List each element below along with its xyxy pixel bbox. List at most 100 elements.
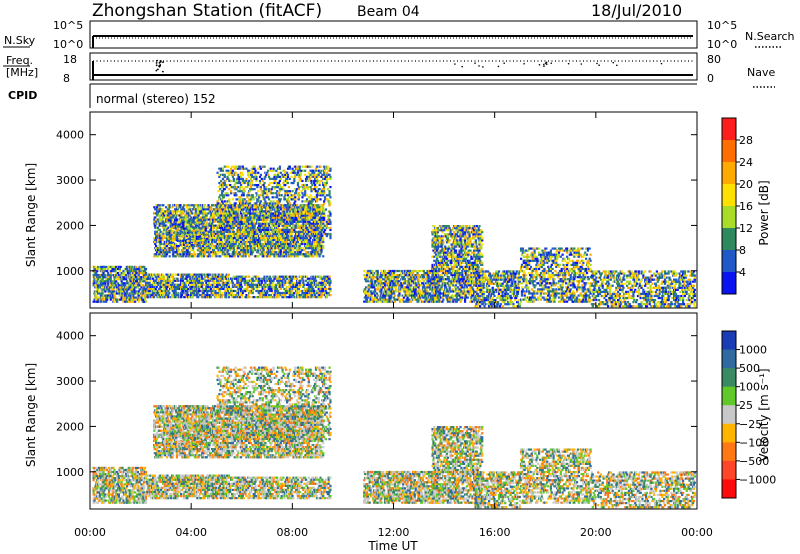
power-cell xyxy=(185,286,187,288)
power-cell xyxy=(167,282,169,284)
power-cell xyxy=(162,204,164,206)
power-cell xyxy=(102,296,104,298)
power-cell xyxy=(210,288,212,290)
power-cell xyxy=(195,276,197,278)
power-cell xyxy=(276,288,278,290)
power-cell xyxy=(110,276,112,278)
power-cell xyxy=(272,286,274,288)
beam-label: Beam 04 xyxy=(357,4,420,20)
power-cell xyxy=(182,292,184,294)
power-cell xyxy=(222,276,224,278)
power-cell xyxy=(263,278,265,280)
power-cell xyxy=(147,286,149,288)
power-cell xyxy=(185,282,187,284)
power-cell xyxy=(104,282,106,284)
nave-point xyxy=(568,63,570,65)
power-cell xyxy=(266,292,268,294)
power-cell xyxy=(209,210,211,212)
power-cell xyxy=(126,290,128,292)
power-cell xyxy=(212,212,214,214)
power-cell xyxy=(316,290,318,292)
power-cell xyxy=(166,292,168,294)
power-cell xyxy=(208,237,210,239)
power-cell xyxy=(186,290,188,292)
power-cell xyxy=(137,286,139,288)
power-cell xyxy=(289,288,291,290)
power-cell xyxy=(252,282,254,284)
power-cell xyxy=(222,280,224,282)
power-cell xyxy=(231,280,233,282)
power-cell xyxy=(159,216,161,218)
power-cell xyxy=(119,294,121,296)
power-cell xyxy=(314,278,316,280)
power-cell xyxy=(156,206,158,208)
power-cell xyxy=(214,237,216,239)
power-cell xyxy=(172,212,174,214)
power-cell xyxy=(202,294,204,296)
power-cell xyxy=(324,286,326,288)
nave-label: Nave xyxy=(747,66,775,79)
power-cell xyxy=(278,296,280,298)
power-cell xyxy=(93,282,95,284)
power-cell xyxy=(97,268,99,270)
power-cell xyxy=(166,253,168,255)
power-cell xyxy=(228,294,230,296)
power-cell xyxy=(198,276,200,278)
power-cell xyxy=(208,282,210,284)
power-cell xyxy=(237,280,239,282)
power-cell xyxy=(163,216,165,218)
power-cell xyxy=(155,288,157,290)
power-cell xyxy=(157,255,159,257)
power-cell xyxy=(291,296,293,298)
power-cell xyxy=(138,290,140,292)
freq-tick-top: 18 xyxy=(63,53,77,66)
nave-point xyxy=(550,62,552,64)
power-cell xyxy=(178,251,180,253)
power-cell xyxy=(225,294,227,296)
power-cell xyxy=(144,270,146,272)
nave-point xyxy=(155,70,157,72)
power-cell xyxy=(196,294,198,296)
power-cell xyxy=(203,255,205,257)
power-cell xyxy=(280,288,282,290)
power-cell xyxy=(198,288,200,290)
power-cell xyxy=(112,299,114,301)
power-cell xyxy=(182,255,184,257)
power-cell xyxy=(189,290,191,292)
power-cell xyxy=(156,233,158,235)
power-cell xyxy=(240,284,242,286)
power-cell xyxy=(312,276,314,278)
cpid-text: normal (stereo) 152 xyxy=(96,92,216,106)
power-cell xyxy=(182,280,184,282)
power-cell xyxy=(272,282,274,284)
power-cell xyxy=(261,282,263,284)
date-label: 18/Jul/2010 xyxy=(591,1,682,20)
power-cell xyxy=(147,294,149,296)
power-cell xyxy=(104,274,106,276)
power-cell xyxy=(140,296,142,298)
power-cell xyxy=(192,249,194,251)
power-cell xyxy=(123,276,125,278)
power-cell xyxy=(94,292,96,294)
nave-point xyxy=(461,66,463,68)
power-cell xyxy=(289,284,291,286)
power-cell xyxy=(110,286,112,288)
power-cell xyxy=(232,282,234,284)
power-cell xyxy=(135,266,137,268)
power-cell xyxy=(321,292,323,294)
power-cell xyxy=(192,247,194,249)
cpid-label: CPID xyxy=(8,89,37,102)
power-cell xyxy=(111,280,113,282)
power-cell xyxy=(243,276,245,278)
nave-point xyxy=(156,64,158,66)
power-cell xyxy=(123,272,125,274)
power-cell xyxy=(186,292,188,294)
nave-point xyxy=(160,61,162,63)
power-cell xyxy=(171,206,173,208)
power-cell xyxy=(248,276,250,278)
power-cell xyxy=(206,216,208,218)
power-cell xyxy=(307,282,309,284)
power-cell xyxy=(125,278,127,280)
power-cell xyxy=(222,292,224,294)
power-cell xyxy=(97,288,99,290)
